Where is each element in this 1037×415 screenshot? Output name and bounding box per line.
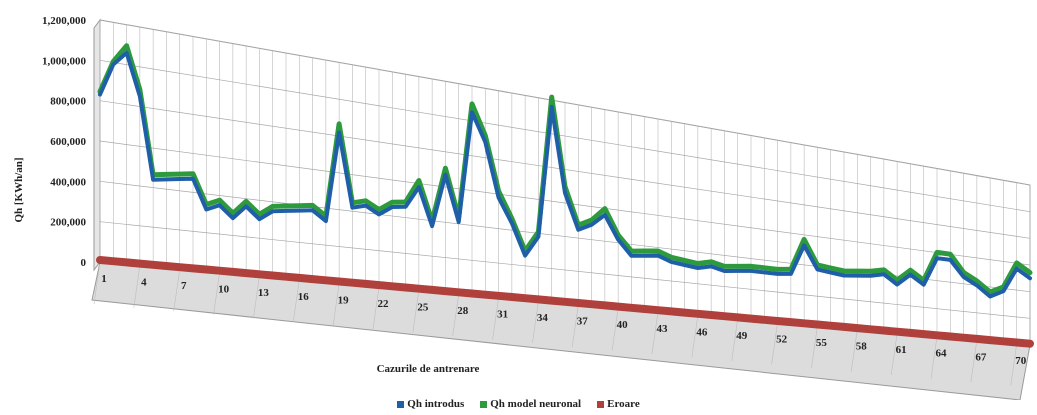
legend-label-neuronal: Qh model neuronal [490,398,582,410]
legend-item-neuronal: Qh model neuronal [480,398,581,410]
grid-line-horizontal [99,59,1031,213]
series-introdus [98,50,1032,299]
floor-grid-line [292,279,300,322]
grid-line-horizontal [99,221,1031,319]
y-tick-label: 400,000 [50,176,86,188]
x-tick-label: 7 [181,280,187,292]
x-tick-label: 52 [776,333,788,345]
floor-grid-line [173,269,181,312]
legend-label-introdus: Qh introdus [407,398,465,410]
floor-grid-line [1010,343,1018,386]
x-tick-label: 19 [338,294,350,306]
y-tick-label: 800,000 [50,96,86,108]
y-tick-label: 1,200,000 [42,15,87,27]
x-tick-label: 37 [577,316,589,328]
x-tick-label: 25 [417,301,429,313]
floor-grid-line [691,315,699,358]
floor-grid-line [372,286,380,329]
floor-grid-line [492,297,499,340]
floor-grid-line [731,318,739,361]
grid-line-horizontal [99,100,1031,239]
x-tick-label: 28 [457,305,469,317]
x-tick-label: 1 [101,273,107,285]
x-tick-label: 61 [896,344,907,356]
series-layer [96,43,1034,348]
x-tick-label: 22 [378,298,390,310]
x-tick-label: 70 [1015,355,1027,367]
x-tick-label: 13 [258,287,270,299]
x-tick-label: 16 [298,291,310,303]
x-tick-label: 49 [736,330,748,342]
floor-grid-line [811,325,818,369]
y-tick-label: 200,000 [50,217,86,229]
floor-grid-line [930,336,938,379]
x-axis-title: Cazurile de antrenare [377,363,480,375]
y-axis-title: Qh [KWh/an] [13,157,25,222]
y-tick-label: 600,000 [50,136,86,148]
floor-grid-line [571,304,579,347]
floor-grid-line [253,276,260,319]
floor-grid-line [532,301,539,344]
chart: 0 200,000 400,000 600,000 800,000 1,000,000 1,… [13,15,1034,400]
floor-grid-line [651,311,659,354]
x-tick-label: 4 [141,277,147,289]
series-eroare [96,256,1034,348]
y-tick-label: 0 [81,257,87,269]
legend-swatch-eroare [597,400,605,408]
floor-grid-line [890,333,898,376]
floor-grid-line [133,265,141,308]
x-tick-label: 46 [696,326,708,338]
legend-item-eroare: Eroare [597,398,640,410]
x-tick-label: 64 [936,348,948,360]
floor-grid-line [850,329,858,372]
floor-grid-line [771,322,778,365]
x-tick-label: 67 [975,351,987,363]
grid-line-horizontal [99,19,1031,186]
legend: Qh introdus Qh model neuronal Eroare [0,398,1037,410]
legend-swatch-introdus [397,400,405,408]
x-tick-label: 40 [617,319,629,331]
floor-grid-line [970,340,978,383]
floor-grid-line [412,290,420,333]
floor-grid-line [611,308,619,351]
x-tick-label: 10 [218,284,230,296]
x-tick-label: 58 [856,341,868,353]
floor-grid-line [213,272,220,315]
legend-label-eroare: Eroare [607,398,640,410]
x-tick-labels: 1 4 7 10 13 16 19 22 25 28 31 34 37 40 43 46 49 52 55 58 61 6… [101,273,1026,367]
legend-swatch-neuronal [480,400,488,408]
legend-item-introdus: Qh introdus [397,398,464,410]
floor-grid-line [452,293,460,337]
side-wall-panel [93,18,101,272]
x-tick-label: 55 [816,337,828,349]
x-tick-label: 43 [657,323,669,335]
x-tick-label: 31 [497,309,508,321]
floor-grid-line [93,261,101,305]
floor-grid-line [332,283,340,326]
x-tick-label: 34 [537,312,549,324]
y-tick-labels: 0 200,000 400,000 600,000 800,000 1,000,000 1,… [42,15,87,269]
y-tick-label: 1,000,000 [42,55,87,67]
grid-line-horizontal [99,140,1031,266]
